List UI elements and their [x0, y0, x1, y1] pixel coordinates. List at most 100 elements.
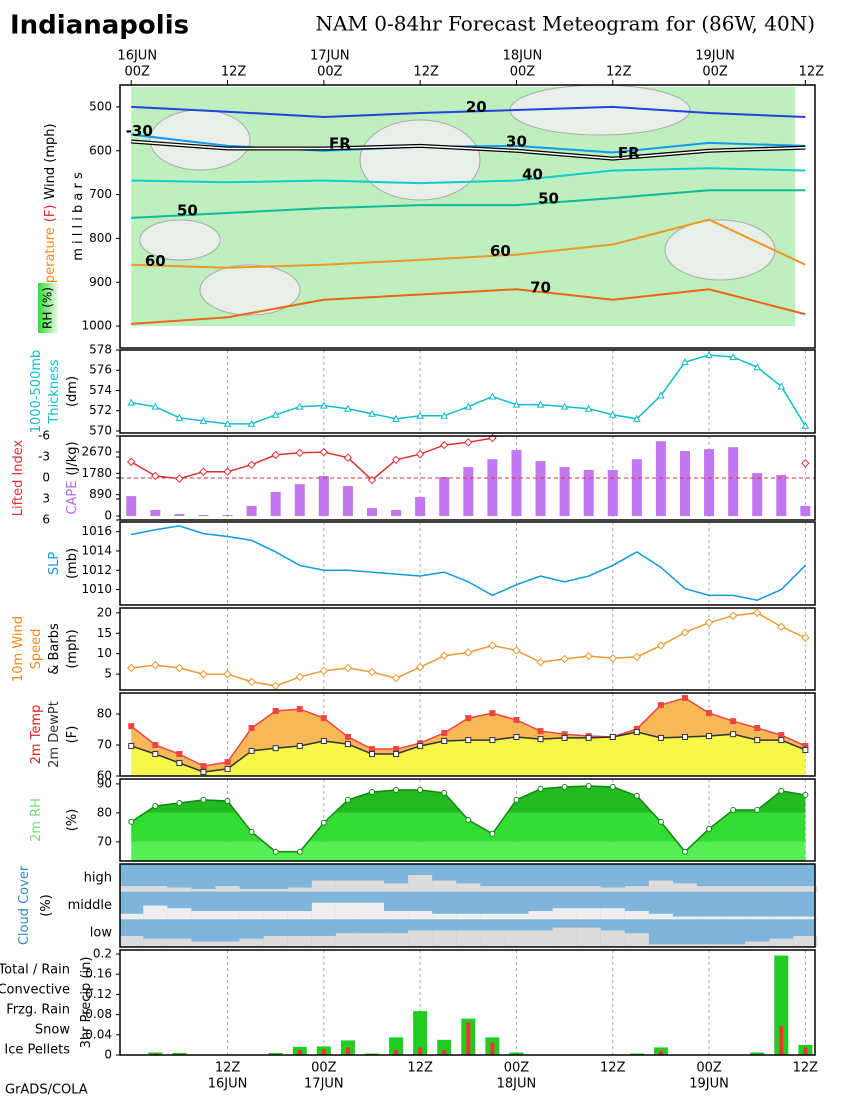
panel-frame [119, 521, 816, 606]
cape-bar [415, 497, 426, 516]
cape-bar [752, 473, 763, 516]
marker [320, 738, 327, 745]
precip-bar [321, 1048, 326, 1055]
y-axis-label-part: (J/kg) [65, 441, 80, 475]
cape-bar [342, 486, 353, 516]
marker [657, 818, 664, 825]
marker [778, 737, 785, 744]
cloud-bar [335, 902, 360, 920]
marker [464, 438, 473, 447]
y-tick-label: 800 [89, 231, 112, 245]
cloud-bar [287, 887, 312, 892]
panel-frame [119, 84, 816, 349]
y-tick-label: 80 [97, 805, 112, 819]
marker [319, 666, 329, 676]
marker [754, 807, 761, 814]
marker [223, 467, 232, 476]
cloud-bar [745, 916, 770, 920]
y-tick-label: 70 [97, 834, 112, 848]
cloud-bar [456, 913, 481, 920]
y-axis-label-part: (F) [65, 726, 80, 744]
marker [128, 742, 135, 749]
marker [296, 706, 303, 713]
precip-bar [413, 1011, 428, 1055]
panel: 1000-500mb Thickness (dm) 570 572 574 576 578 [29, 343, 816, 437]
cloud-bar [311, 902, 336, 920]
day-label: 18JUN [497, 1077, 537, 1092]
day-label: 19JUN [695, 49, 735, 64]
cape-bar [704, 449, 715, 516]
marker [272, 848, 279, 855]
y-axis-label-part: & Barbs [47, 623, 62, 675]
y-axis-label-part: Speed [29, 629, 44, 670]
y-axis-label-part: 2m RH [29, 798, 44, 842]
precip-bar [297, 1049, 302, 1055]
marker [391, 455, 401, 465]
marker [513, 796, 520, 803]
cloud-bar [143, 905, 168, 920]
cape-bar [583, 469, 594, 516]
marker [367, 475, 377, 485]
y-tick-label: 574 [89, 383, 112, 397]
isotherm-label: 60 [490, 242, 511, 260]
cloud-bar [793, 935, 818, 947]
y-tick-label: 1012 [81, 563, 112, 577]
y-axis-label: Cloud Cover [17, 865, 32, 945]
marker [393, 787, 400, 794]
cloud-bar [239, 938, 264, 947]
y-tick-label: 570 [89, 423, 112, 437]
marker [127, 398, 136, 406]
cloud-bar [624, 933, 649, 947]
marker [441, 729, 448, 736]
precip-bar [803, 1047, 808, 1055]
precip-bar [774, 955, 789, 1055]
cloud-bar [745, 941, 770, 947]
cloud-bar [359, 880, 385, 892]
cloud-bar [456, 930, 481, 947]
cape-bar [294, 484, 305, 516]
marker [343, 453, 353, 462]
time-label: 00Z [702, 65, 728, 80]
panel-frame [119, 607, 816, 691]
marker [512, 400, 521, 408]
cloud-bar [672, 916, 698, 920]
precip-bar [779, 1026, 784, 1055]
cloud-bar [263, 935, 288, 947]
y-tick-label: 578 [89, 343, 112, 357]
cloud-bar [528, 886, 553, 892]
cloud-layer-label: high [84, 870, 112, 885]
marker [585, 782, 592, 789]
marker [175, 413, 184, 421]
y-axis-label-part: Wind (mph) [43, 123, 58, 199]
marker [801, 633, 810, 642]
y-axis-label: Lifted Index [11, 439, 26, 516]
isotherm [131, 167, 806, 185]
y-tick-label: 700 [89, 187, 112, 201]
cape-bar [728, 447, 739, 516]
marker [657, 734, 664, 741]
time-label: 12Z [413, 65, 439, 80]
precip-bar [629, 1053, 644, 1055]
cape-bar [631, 459, 642, 516]
cape-bar [391, 510, 402, 516]
marker [561, 734, 568, 741]
y-tick-label: -6 [38, 429, 50, 443]
day-label: 17JUN [310, 49, 350, 64]
y-axis-label-part: (dm) [65, 376, 80, 407]
y-tick-label: 1000 [81, 319, 112, 333]
marker [608, 410, 617, 418]
panel: Temperature(F)Wind (mph)m i l l i b a r … [38, 84, 816, 349]
isotherm-label: 20 [466, 98, 487, 116]
marker [489, 710, 496, 717]
cape-bar [535, 461, 546, 516]
day-label: 19JUN [689, 1077, 729, 1092]
y-axis-label: 2m Temp [29, 705, 44, 765]
marker [248, 747, 255, 754]
marker [416, 411, 424, 419]
marker [176, 759, 183, 766]
marker [344, 733, 351, 740]
y-tick-label: 900 [89, 275, 112, 289]
cloud-bar [576, 886, 601, 892]
marker [272, 745, 279, 752]
marker [560, 402, 569, 410]
